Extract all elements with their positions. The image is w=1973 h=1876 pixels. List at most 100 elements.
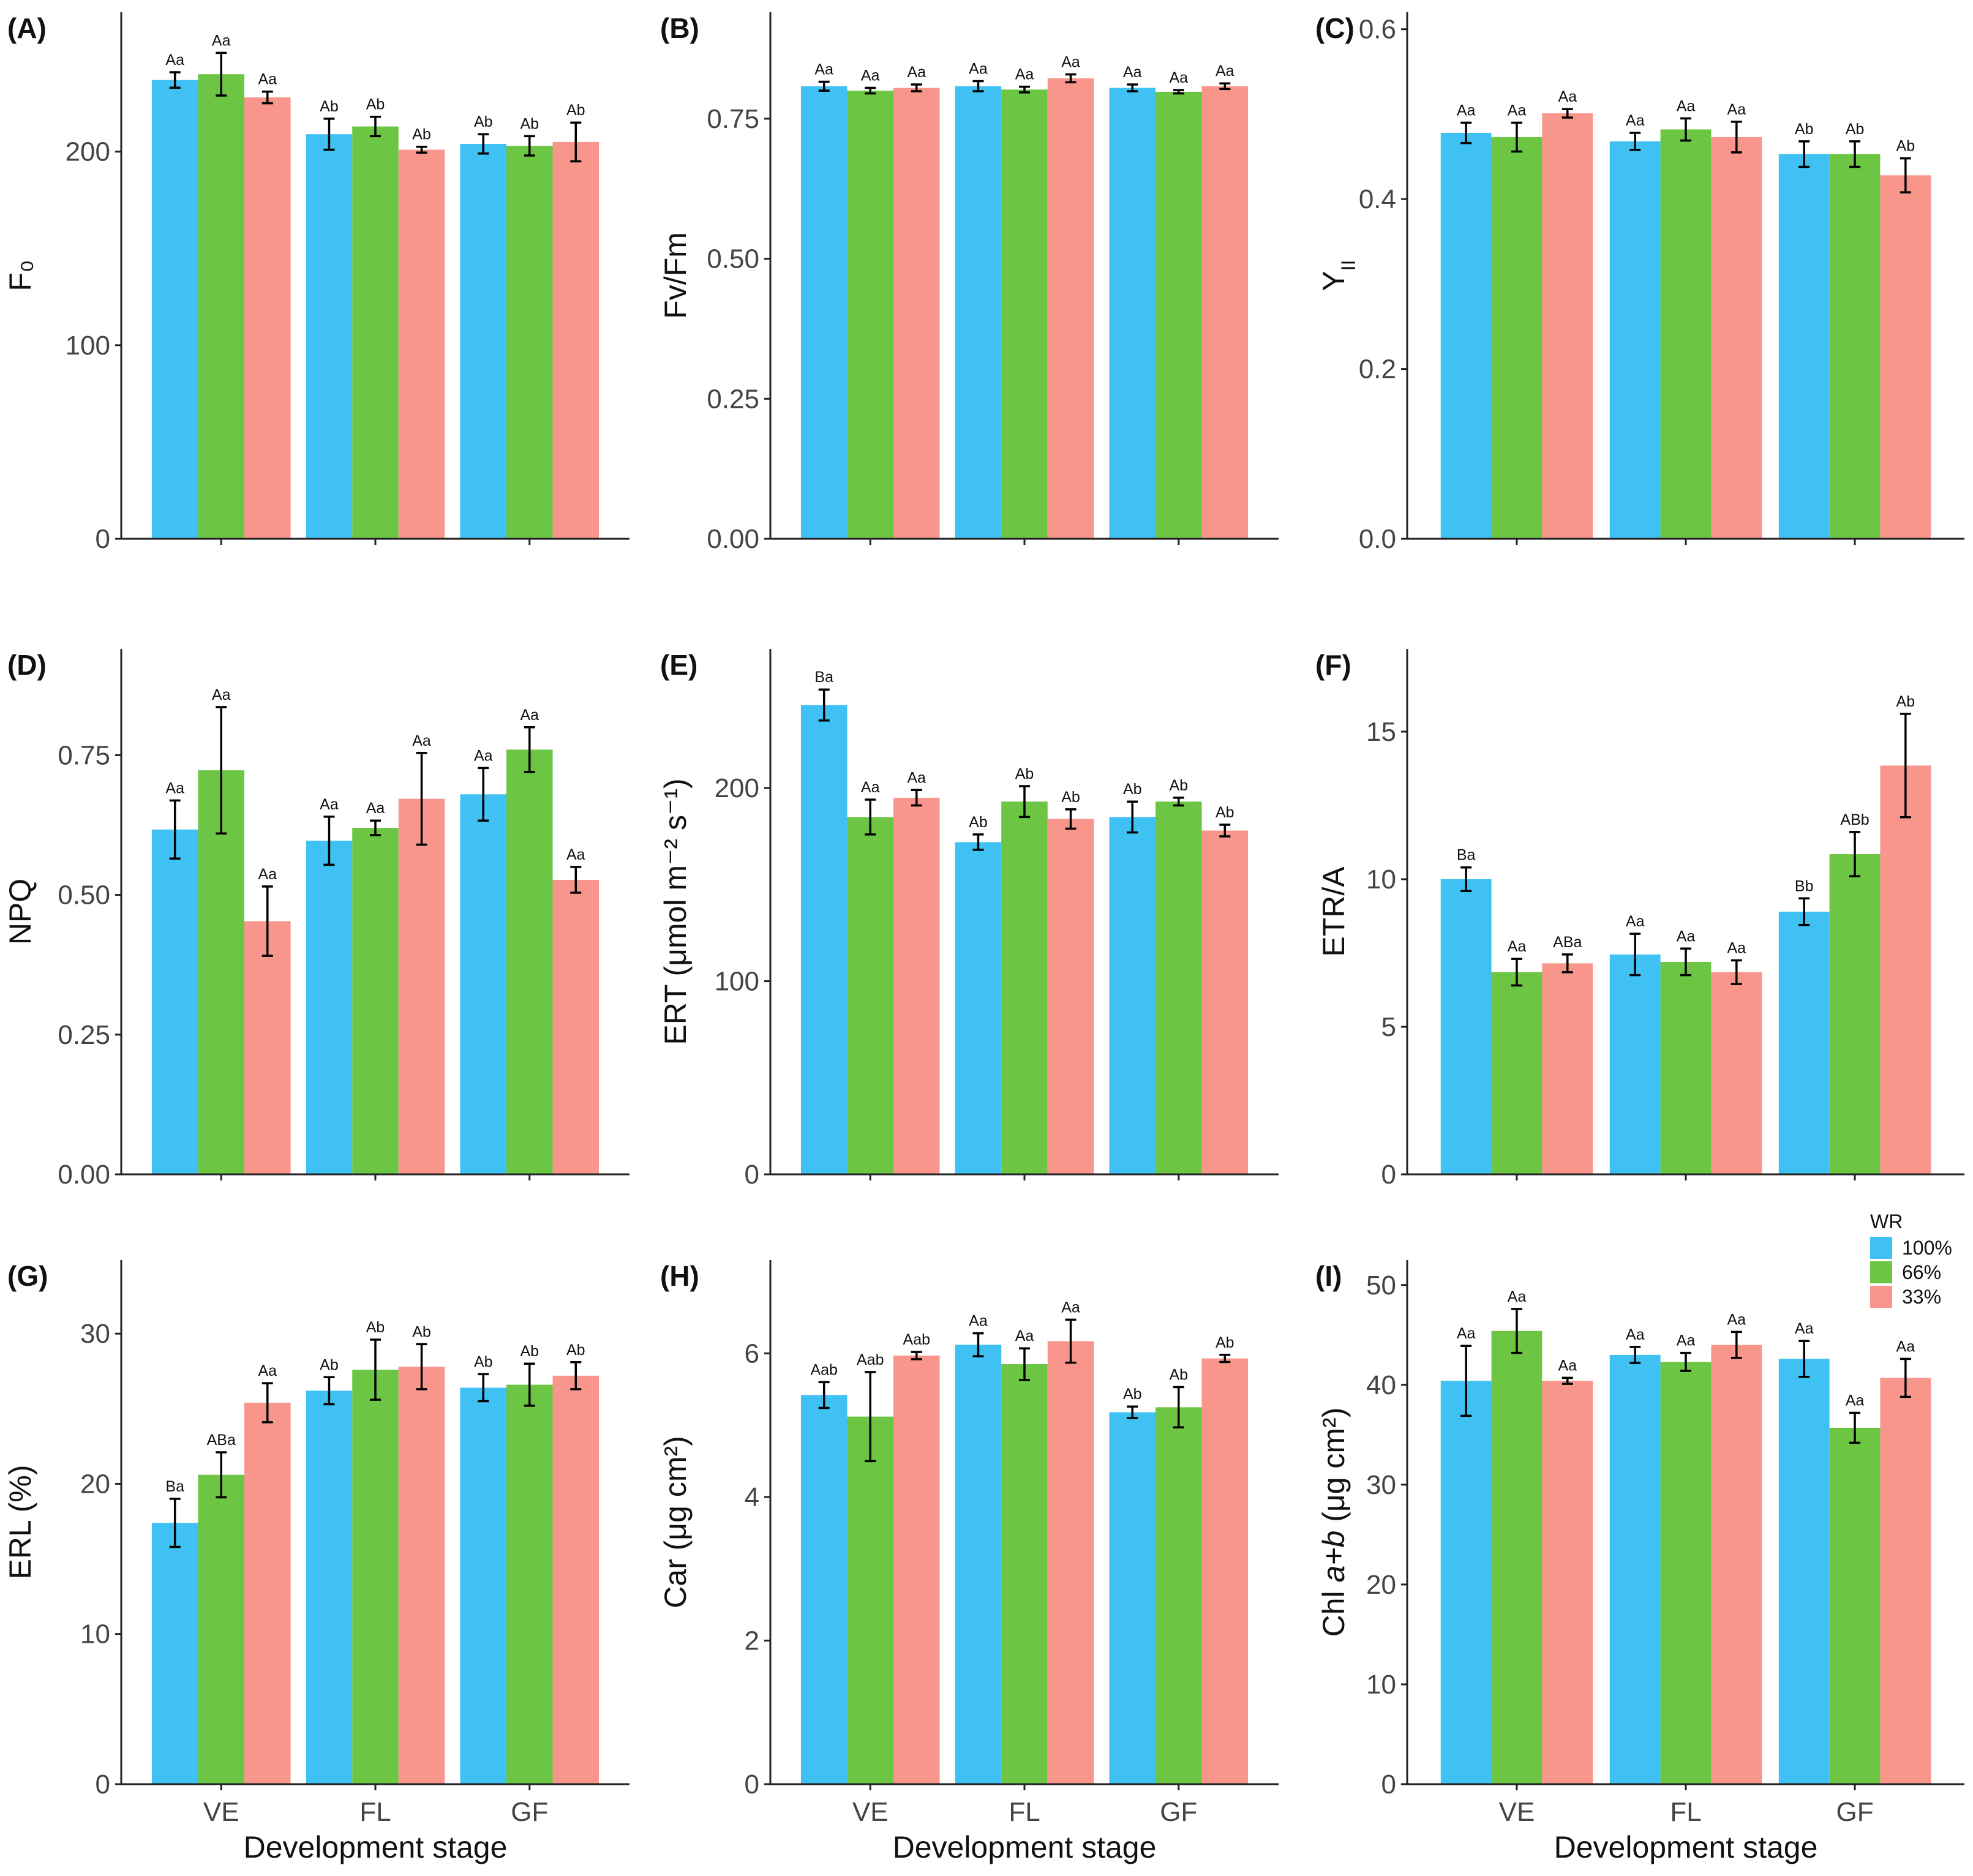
y-tick-label: 0.75 <box>707 104 759 134</box>
y-tick-label: 100 <box>66 331 110 361</box>
bar-fl-66pct <box>352 828 399 1174</box>
significance-label: Aa <box>1061 54 1080 71</box>
y-tick-label: 0.25 <box>58 1020 110 1050</box>
x-tick-label: GF <box>1160 1797 1197 1827</box>
bar-fl-33pct <box>1047 1341 1094 1784</box>
error-bar <box>1731 1330 1742 1359</box>
significance-label: Aa <box>165 779 184 797</box>
bar-ve-100pct <box>151 80 198 539</box>
error-bar <box>1561 953 1573 974</box>
error-bar <box>261 885 273 957</box>
error-bar <box>570 1361 582 1390</box>
significance-label: Aa <box>320 796 339 813</box>
significance-label: Aa <box>969 61 988 78</box>
error-bar <box>416 752 427 846</box>
legend: WR 100%66% 33% <box>1870 1210 1952 1308</box>
bar-ve-100pct <box>1440 132 1492 539</box>
bar-gf-100pct <box>1778 1359 1830 1784</box>
bar-ve-100pct <box>800 86 847 539</box>
bar-ve-33pct <box>893 797 940 1174</box>
y-tick-label: 15 <box>1366 717 1396 747</box>
error-bar <box>865 798 876 836</box>
y-axis-title: Chl a+b (μg cm²) <box>1317 1408 1351 1637</box>
error-bar <box>1219 82 1231 91</box>
error-bar <box>1511 1308 1522 1354</box>
significance-label: Aa <box>1457 1325 1476 1342</box>
bar-ve-33pct <box>1542 963 1593 1174</box>
significance-label: Aa <box>1727 1311 1746 1328</box>
y-tick-label: 4 <box>745 1482 759 1512</box>
significance-label: Aa <box>1727 101 1746 118</box>
error-bar <box>570 866 582 894</box>
error-bar <box>818 688 830 722</box>
error-bar <box>216 51 227 97</box>
panel-a: (A) Aa Ab Ab Aa Ab Ab Aa Ab Ab 0 100 200 F₀ <box>3 12 629 554</box>
bar-gf-66pct <box>1829 154 1881 539</box>
bar-ve-100pct <box>800 705 847 1174</box>
bar-fl-100pct <box>955 86 1002 539</box>
bar-fl-66pct <box>352 126 399 539</box>
error-bar <box>972 1332 984 1357</box>
significance-label: Aa <box>1896 1338 1915 1355</box>
error-bar <box>1219 824 1231 838</box>
significance-label: Aa <box>1061 1299 1080 1316</box>
bar-fl-33pct <box>398 149 445 539</box>
significance-label: Aa <box>1015 1327 1034 1345</box>
significance-label: Aa <box>861 67 880 84</box>
significance-label: Aa <box>1677 928 1696 945</box>
bar-ve-33pct <box>244 921 291 1174</box>
bar-ve-66pct <box>198 1474 244 1784</box>
y-tick-label: 10 <box>1366 865 1396 895</box>
bar-gf-66pct <box>1829 1427 1881 1784</box>
error-bar <box>1460 121 1472 144</box>
error-bar <box>865 1371 876 1463</box>
bar-ve-33pct <box>1542 1381 1593 1784</box>
y-tick-label: 200 <box>715 773 759 803</box>
significance-label: Aa <box>1677 97 1696 114</box>
panel-h: (H) Aab Aa Ab Aab Aa Ab Aab Aa Ab 0 2 4 6 VE FL GF Car (μ… <box>658 1260 1279 1864</box>
bar-gf-100pct <box>460 1387 507 1784</box>
significance-label: Ab <box>1896 138 1915 155</box>
significance-label: Ab <box>1896 693 1915 710</box>
bar-gf-33pct <box>1880 765 1931 1174</box>
error-bar <box>524 135 535 157</box>
significance-label: Ab <box>566 1341 585 1359</box>
bar-fl-66pct <box>1001 801 1048 1174</box>
significance-label: Ab <box>1169 777 1188 794</box>
x-axis-title: Development stage <box>893 1830 1157 1864</box>
legend-label: 33% <box>1902 1286 1941 1308</box>
significance-label: Ab <box>1216 804 1235 821</box>
bar-ve-66pct <box>1491 1330 1543 1784</box>
significance-label: Ab <box>366 96 385 113</box>
bar-fl-66pct <box>1660 129 1712 539</box>
error-bar <box>1900 1357 1911 1398</box>
error-bar <box>1798 897 1810 926</box>
bar-fl-33pct <box>1711 972 1762 1174</box>
error-bar <box>1849 1411 1861 1444</box>
error-bar <box>1019 85 1030 94</box>
significance-label: Aa <box>1626 913 1645 930</box>
error-bar <box>478 133 489 155</box>
error-bar <box>911 789 922 807</box>
y-tick-label: 200 <box>66 137 110 167</box>
error-bar <box>216 706 227 835</box>
bar-ve-66pct <box>847 1416 893 1784</box>
legend-label: 100% <box>1902 1237 1952 1259</box>
y-tick-label: 2 <box>745 1626 759 1656</box>
y-tick-label: 0.00 <box>707 524 759 554</box>
panel-f: (F) Ba Aa Bb Aa Aa ABb ABa Aa Ab 0 5 10 15 ETR/A <box>1315 649 1964 1190</box>
significance-label: Aa <box>1846 1392 1865 1409</box>
error-bar <box>169 799 181 860</box>
x-tick-label: GF <box>1836 1797 1873 1827</box>
y-tick-label: 0 <box>745 1769 759 1799</box>
significance-label: Aa <box>1508 938 1527 955</box>
significance-label: Ab <box>412 126 431 143</box>
y-tick-label: 0.0 <box>1359 524 1396 554</box>
error-bar <box>416 1343 427 1390</box>
significance-label: Ba <box>1457 847 1476 864</box>
significance-label: Aa <box>1677 1332 1696 1349</box>
significance-label: Aab <box>903 1331 930 1348</box>
error-bar <box>370 115 381 138</box>
x-tick-label: FL <box>1009 1797 1040 1827</box>
error-bar <box>1460 1345 1472 1417</box>
